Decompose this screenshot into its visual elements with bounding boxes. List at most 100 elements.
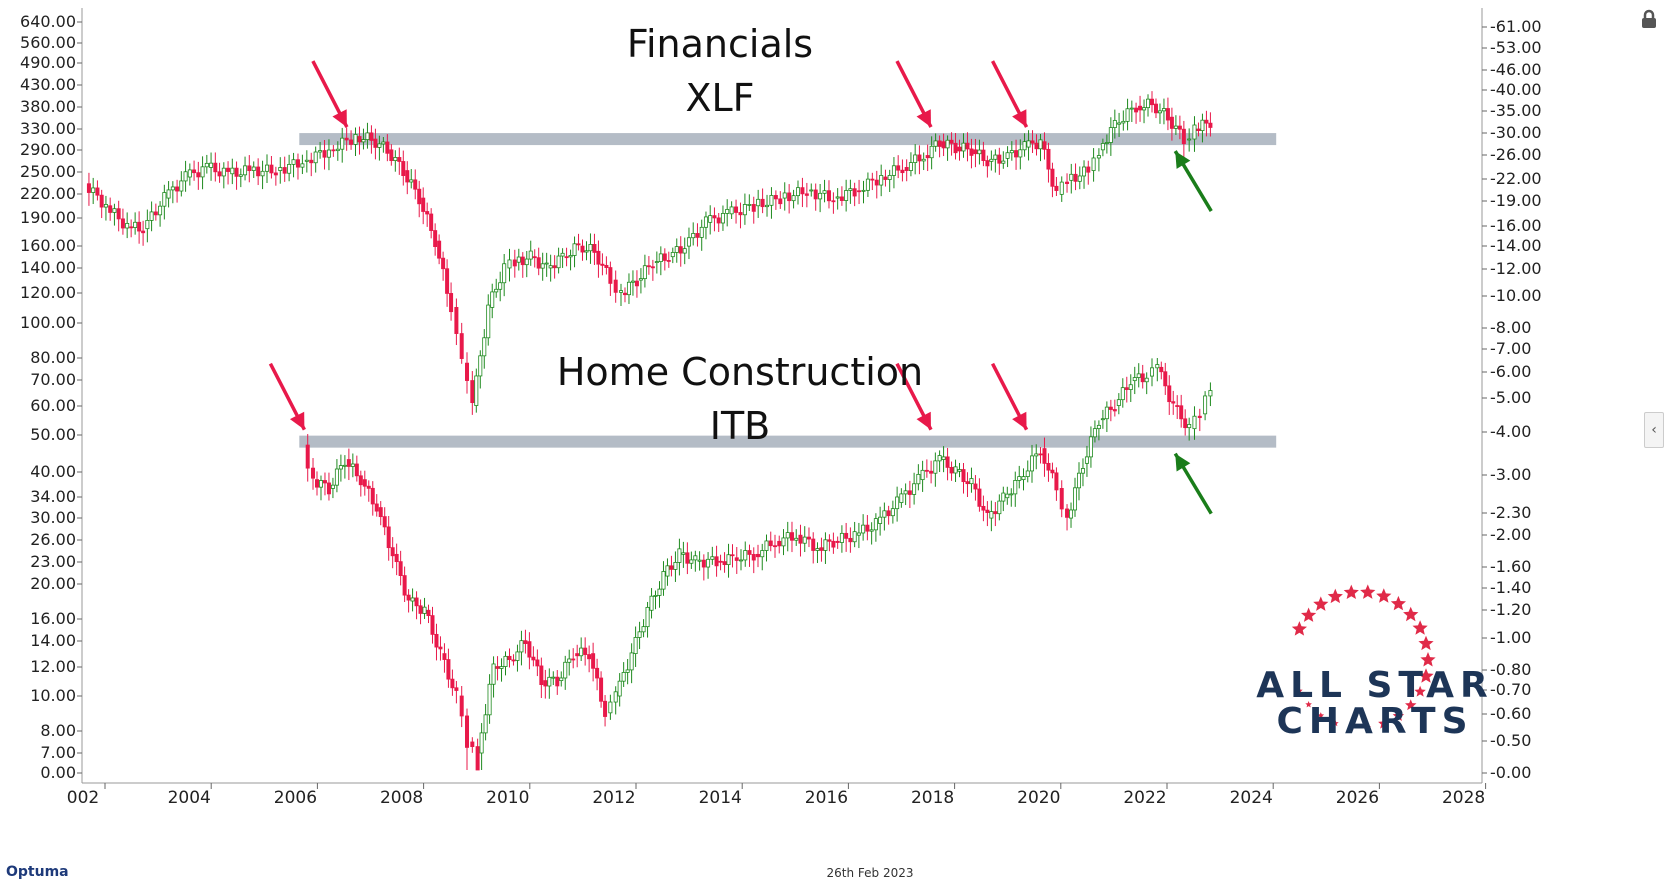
candle-body [99,194,104,208]
collapse-arrow-icon[interactable]: ‹ [1644,412,1664,448]
candle-body [1104,406,1109,420]
candle-body [993,154,998,160]
candle-body [969,478,974,485]
candle-body [806,536,811,540]
candle-body [852,531,857,543]
candle-body [785,532,790,539]
candle-body [133,221,138,228]
candle-body [949,139,954,144]
candle-body [691,233,696,239]
right-tick-label: -61.00 [1490,17,1542,36]
candle-body [662,253,667,261]
candle-body [638,278,643,281]
candle-body [192,169,197,174]
candle-body [973,149,978,155]
candle-body [961,142,966,152]
candle-body [716,217,721,224]
candle-body [768,540,773,547]
candle-body [300,163,305,168]
candle-body [844,190,849,201]
left-tick-label: 16.00 [30,609,76,628]
candle-body [291,159,296,165]
candle-body [141,230,146,234]
candle-body [378,507,383,518]
candle-body [747,204,752,206]
star-icon [1403,606,1419,622]
candle-body [1001,492,1006,502]
candle-body [1161,108,1166,112]
candle-body [1132,377,1137,382]
candle-body [531,656,536,661]
candle-body [523,640,528,645]
candle-body [149,211,154,221]
left-tick-label: 380.00 [20,97,76,116]
candle-body [823,539,828,551]
candle-body [722,561,727,566]
candle-body [703,216,708,228]
candle-body [564,256,569,259]
candle-body [670,252,675,258]
right-tick-label: -10.00 [1490,286,1542,305]
candle-body [957,146,962,152]
candle-body [349,139,354,145]
candle-body [985,509,990,513]
star-icon [1418,668,1434,683]
candle-body [613,691,618,703]
candle-body [789,532,794,541]
lock-icon[interactable] [1638,8,1660,30]
right-tick-label: -30.00 [1490,123,1542,142]
candle-body [913,154,918,164]
right-tick-label: -0.80 [1490,660,1531,679]
left-tick-label: 330.00 [20,119,76,138]
candle-body [903,490,908,495]
candle-body [965,481,970,485]
candle-body [465,715,470,748]
candle-body [338,465,343,470]
candle-body [630,280,635,283]
candle-body [595,667,600,679]
star-icon [1420,652,1436,667]
right-tick-label: -35.00 [1490,101,1542,120]
candle-body [1080,468,1085,474]
candle-body [282,167,287,174]
candle-body [653,594,658,597]
candle-body [883,176,888,180]
candle-body [734,557,739,561]
right-tick-label: -0.50 [1490,731,1531,750]
logo-line1: ALL STAR [1256,665,1494,706]
candle-body [153,211,158,216]
candle-body [587,654,592,660]
candle-body [491,663,496,685]
right-tick-label: -1.00 [1490,628,1531,647]
star-icon [1348,723,1355,731]
candle-body [794,537,799,541]
star-icon [1296,687,1303,694]
right-tick-label: -2.30 [1490,503,1531,522]
candle-body [646,265,651,268]
candle-body [899,493,904,503]
candle-body [981,149,986,161]
candle-body [166,189,171,199]
candle-body [1165,108,1170,121]
candle-body [973,483,978,490]
candle-body [965,142,970,150]
candle-body [1005,152,1010,159]
candle-body [904,167,909,171]
candle-body [857,190,862,193]
candle-body [678,246,683,254]
candle-body [1096,424,1101,430]
left-tick-label: 10.00 [30,686,76,705]
xlf-green-arrow [1173,150,1213,212]
candle-body [1086,166,1091,173]
candle-body [543,680,548,687]
x-tick-label: 2012 [592,788,635,808]
candle-body [418,605,423,614]
candle-body [536,257,541,269]
candle-body [1117,122,1122,125]
candle-body [86,183,91,193]
candle-body [519,640,524,653]
candle-body [1017,476,1022,481]
candle-body [454,687,459,691]
candle-body [1136,373,1141,378]
candle-body [1208,390,1213,397]
